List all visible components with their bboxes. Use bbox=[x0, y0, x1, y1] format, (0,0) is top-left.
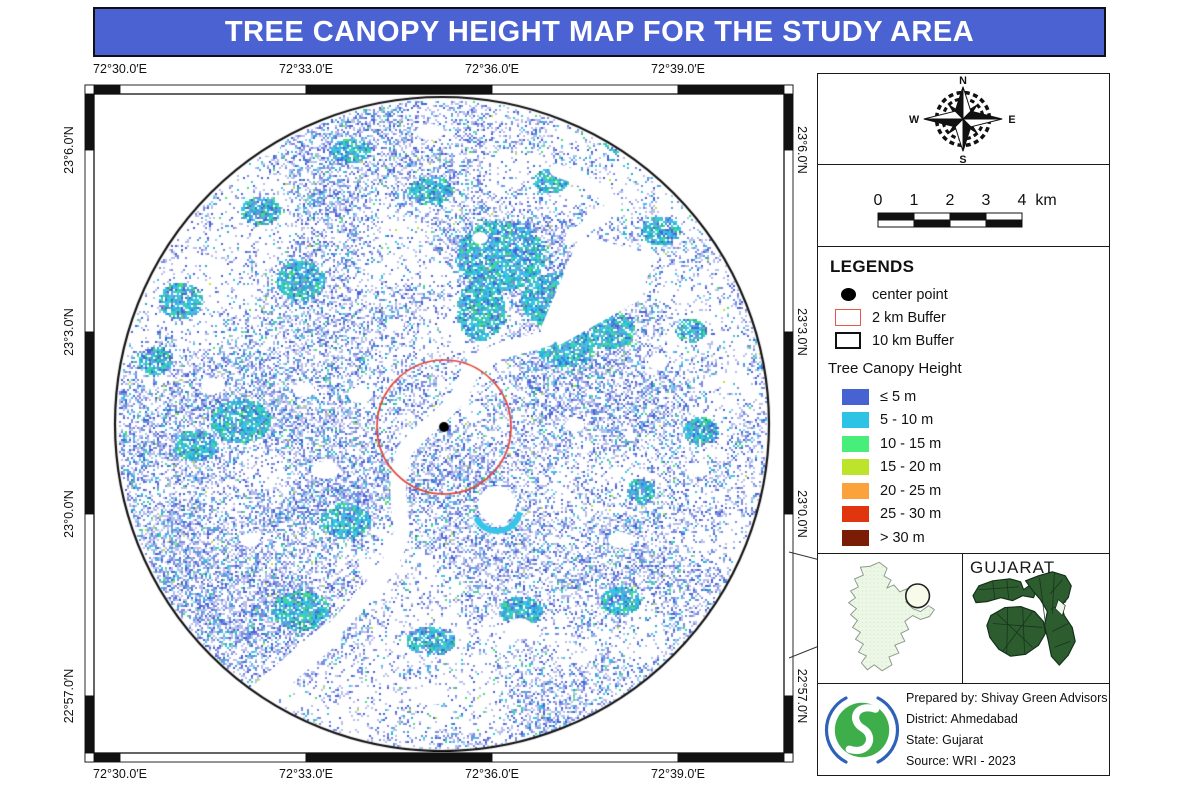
class-swatch bbox=[842, 435, 869, 452]
legend-class-row: ≤ 5 m bbox=[842, 385, 1109, 409]
gujarat-outline bbox=[972, 571, 1076, 666]
lat-label-right-1: 23°6.0′N bbox=[795, 126, 809, 174]
credit-prepared-by: Prepared by: Shivay Green Advisors bbox=[906, 690, 1108, 705]
lon-label-top-1: 72°30.0′E bbox=[93, 62, 147, 76]
compass-box: N S E W bbox=[817, 73, 1110, 166]
study-area-marker bbox=[904, 583, 931, 609]
state-inset-map: GUJARAT bbox=[962, 553, 1110, 685]
svg-text:4: 4 bbox=[1018, 192, 1027, 209]
lon-label-bottom-3: 72°36.0′E bbox=[465, 767, 519, 781]
lon-label-top-2: 72°33.0′E bbox=[279, 62, 333, 76]
canopy-height-heading: Tree Canopy Height bbox=[828, 360, 962, 377]
lon-label-bottom-1: 72°30.0′E bbox=[93, 767, 147, 781]
scalebar-box: 0 1 2 3 4 km bbox=[817, 164, 1110, 248]
10km-buffer-icon bbox=[835, 332, 861, 349]
legend-item-center-point: center point bbox=[834, 283, 1109, 306]
legend-heading: LEGENDS bbox=[830, 257, 915, 276]
svg-text:3: 3 bbox=[982, 192, 991, 209]
legend-box: LEGENDS center point 2 km Buffer 10 km B… bbox=[817, 246, 1110, 555]
district-outline bbox=[847, 561, 936, 672]
class-swatch bbox=[842, 459, 869, 476]
svg-text:km: km bbox=[1035, 192, 1056, 209]
legend-class-row: 25 - 30 m bbox=[842, 503, 1109, 527]
credit-source: Source: WRI - 2023 bbox=[906, 753, 1016, 768]
lat-label-left-2: 23°3.0′N bbox=[62, 308, 76, 356]
legend-item-10km-buffer: 10 km Buffer bbox=[834, 329, 1109, 352]
lat-label-right-4: 22°57.0′N bbox=[795, 668, 809, 724]
legend-class-row: > 30 m bbox=[842, 526, 1109, 550]
legend-class-row: 15 - 20 m bbox=[842, 456, 1109, 480]
shivay-green-advisors-logo-icon bbox=[824, 695, 900, 764]
lat-label-left-3: 23°0.0′N bbox=[62, 490, 76, 538]
compass-rose-icon: N S E W bbox=[909, 75, 1015, 166]
svg-text:1: 1 bbox=[910, 192, 919, 209]
class-swatch bbox=[842, 482, 869, 499]
lat-label-left-4: 22°57.0′N bbox=[62, 668, 76, 724]
svg-text:0: 0 bbox=[874, 192, 883, 209]
state-inset-label: GUJARAT bbox=[970, 558, 1056, 577]
map-title: TREE CANOPY HEIGHT MAP FOR THE STUDY ARE… bbox=[93, 7, 1106, 57]
compass-s-label: S bbox=[959, 154, 966, 164]
lon-label-bottom-2: 72°33.0′E bbox=[279, 767, 333, 781]
class-swatch bbox=[842, 412, 869, 429]
lat-label-right-3: 23°0.0′N bbox=[795, 490, 809, 538]
compass-e-label: E bbox=[1008, 114, 1015, 126]
district-inset-map bbox=[817, 553, 964, 685]
compass-w-label: W bbox=[909, 114, 920, 126]
lon-label-bottom-4: 72°39.0′E bbox=[651, 767, 705, 781]
legend-class-row: 5 - 10 m bbox=[842, 409, 1109, 433]
canopy-raster-map bbox=[95, 95, 783, 752]
credit-state: State: Gujarat bbox=[906, 732, 984, 747]
center-point-icon bbox=[840, 288, 856, 301]
class-swatch bbox=[842, 506, 869, 523]
class-swatch bbox=[842, 388, 869, 405]
credits-box: Prepared by: Shivay Green Advisors Distr… bbox=[817, 683, 1110, 776]
legend-item-2km-buffer: 2 km Buffer bbox=[834, 306, 1109, 329]
credit-district: District: Ahmedabad bbox=[906, 711, 1018, 726]
2km-buffer-icon bbox=[835, 309, 861, 326]
lat-label-left-1: 23°6.0′N bbox=[62, 126, 76, 174]
scale-bar: 0 1 2 3 4 km bbox=[874, 192, 1057, 228]
legend-class-row: 10 - 15 m bbox=[842, 432, 1109, 456]
lon-label-top-4: 72°39.0′E bbox=[651, 62, 705, 76]
legend-class-row: 20 - 25 m bbox=[842, 479, 1109, 503]
class-swatch bbox=[842, 529, 869, 546]
lon-label-top-3: 72°36.0′E bbox=[465, 62, 519, 76]
compass-n-label: N bbox=[959, 75, 967, 87]
lat-label-right-2: 23°3.0′N bbox=[795, 308, 809, 356]
svg-text:2: 2 bbox=[946, 192, 955, 209]
